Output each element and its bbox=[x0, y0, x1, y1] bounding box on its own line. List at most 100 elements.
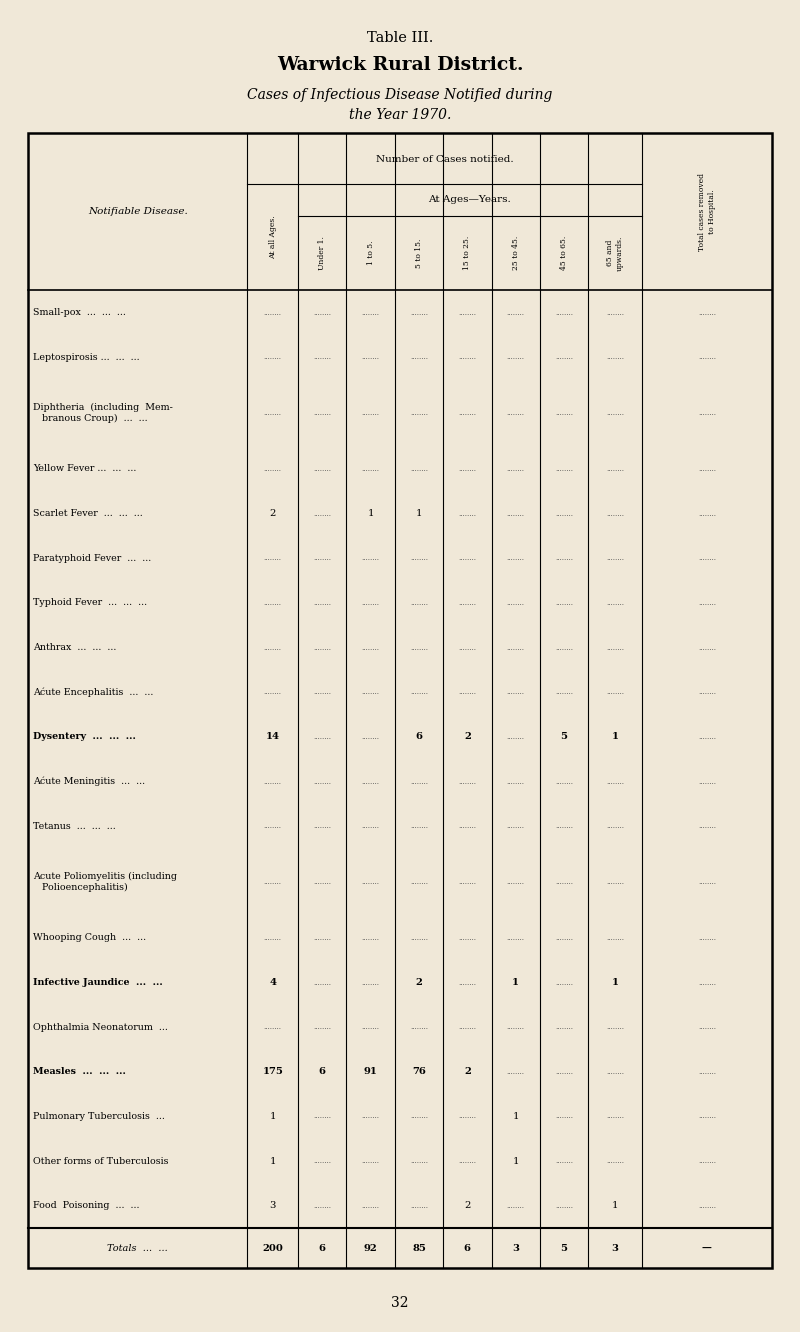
Text: ........: ........ bbox=[458, 1023, 476, 1031]
Text: ........: ........ bbox=[555, 1201, 573, 1209]
Text: ........: ........ bbox=[698, 599, 716, 607]
Text: ........: ........ bbox=[362, 934, 380, 942]
Text: ........: ........ bbox=[606, 1068, 624, 1076]
Text: ........: ........ bbox=[698, 878, 716, 886]
Text: ........: ........ bbox=[555, 1023, 573, 1031]
Text: ........: ........ bbox=[506, 778, 525, 786]
Text: ........: ........ bbox=[410, 353, 428, 361]
Text: Warwick Rural District.: Warwick Rural District. bbox=[277, 56, 523, 75]
Text: 1 to 5.: 1 to 5. bbox=[366, 241, 374, 265]
Text: ........: ........ bbox=[555, 643, 573, 651]
Text: 15 to 25.: 15 to 25. bbox=[463, 236, 471, 270]
Text: ........: ........ bbox=[506, 1068, 525, 1076]
Text: ........: ........ bbox=[362, 733, 380, 741]
Text: ........: ........ bbox=[606, 409, 624, 417]
Text: ........: ........ bbox=[264, 465, 282, 473]
Text: ........: ........ bbox=[264, 1023, 282, 1031]
Text: ........: ........ bbox=[698, 309, 716, 317]
Text: ........: ........ bbox=[506, 465, 525, 473]
Text: ........: ........ bbox=[362, 878, 380, 886]
Text: ........: ........ bbox=[362, 822, 380, 830]
Text: ........: ........ bbox=[458, 934, 476, 942]
Text: Scarlet Fever  ...  ...  ...: Scarlet Fever ... ... ... bbox=[33, 509, 142, 518]
Text: ........: ........ bbox=[458, 689, 476, 697]
Text: ........: ........ bbox=[410, 554, 428, 562]
Text: Cases of Infectious Disease Notified during: Cases of Infectious Disease Notified dur… bbox=[247, 88, 553, 103]
Text: ........: ........ bbox=[555, 1112, 573, 1120]
Text: ........: ........ bbox=[410, 822, 428, 830]
Text: 1: 1 bbox=[611, 733, 618, 742]
Text: ........: ........ bbox=[698, 465, 716, 473]
Text: Leptospirosis ...  ...  ...: Leptospirosis ... ... ... bbox=[33, 353, 139, 362]
Text: ........: ........ bbox=[606, 510, 624, 518]
Text: ........: ........ bbox=[458, 465, 476, 473]
Text: ........: ........ bbox=[555, 778, 573, 786]
Text: ........: ........ bbox=[606, 309, 624, 317]
Text: ........: ........ bbox=[458, 822, 476, 830]
Text: ........: ........ bbox=[362, 1201, 380, 1209]
Text: the Year 1970.: the Year 1970. bbox=[349, 108, 451, 123]
Text: ........: ........ bbox=[555, 878, 573, 886]
Text: ........: ........ bbox=[555, 309, 573, 317]
Text: 1: 1 bbox=[612, 1201, 618, 1211]
Text: Dysentery  ...  ...  ...: Dysentery ... ... ... bbox=[33, 733, 136, 742]
Text: ........: ........ bbox=[362, 689, 380, 697]
Text: ........: ........ bbox=[698, 1158, 716, 1166]
Text: ........: ........ bbox=[698, 778, 716, 786]
Text: ........: ........ bbox=[555, 1158, 573, 1166]
Text: ........: ........ bbox=[606, 778, 624, 786]
Text: 6: 6 bbox=[464, 1244, 471, 1252]
Text: ........: ........ bbox=[698, 1068, 716, 1076]
Text: Totals  ...  ...: Totals ... ... bbox=[107, 1244, 168, 1252]
Text: ........: ........ bbox=[264, 643, 282, 651]
Text: 32: 32 bbox=[391, 1296, 409, 1309]
Text: Small-pox  ...  ...  ...: Small-pox ... ... ... bbox=[33, 308, 126, 317]
Text: ........: ........ bbox=[314, 1201, 331, 1209]
Text: 76: 76 bbox=[412, 1067, 426, 1076]
Text: Infective Jaundice  ...  ...: Infective Jaundice ... ... bbox=[33, 978, 162, 987]
Text: ........: ........ bbox=[506, 878, 525, 886]
Text: ........: ........ bbox=[314, 309, 331, 317]
Text: ........: ........ bbox=[410, 934, 428, 942]
Text: ........: ........ bbox=[362, 554, 380, 562]
Text: Diphtheria  (including  Mem-
   branous Croup)  ...  ...: Diphtheria (including Mem- branous Croup… bbox=[33, 404, 173, 424]
Text: ........: ........ bbox=[698, 979, 716, 987]
Text: ........: ........ bbox=[506, 309, 525, 317]
Text: ........: ........ bbox=[314, 554, 331, 562]
Text: ........: ........ bbox=[264, 554, 282, 562]
Text: ........: ........ bbox=[698, 353, 716, 361]
Text: ........: ........ bbox=[362, 1023, 380, 1031]
Text: ........: ........ bbox=[264, 409, 282, 417]
Text: ........: ........ bbox=[555, 1068, 573, 1076]
Text: 1: 1 bbox=[270, 1156, 276, 1166]
Text: Typhoid Fever  ...  ...  ...: Typhoid Fever ... ... ... bbox=[33, 598, 147, 607]
Text: Pulmonary Tuberculosis  ...: Pulmonary Tuberculosis ... bbox=[33, 1112, 165, 1122]
Text: Paratyphoid Fever  ...  ...: Paratyphoid Fever ... ... bbox=[33, 554, 151, 563]
Text: ........: ........ bbox=[506, 409, 525, 417]
Text: ........: ........ bbox=[410, 1023, 428, 1031]
Text: ........: ........ bbox=[506, 934, 525, 942]
Text: ........: ........ bbox=[458, 1112, 476, 1120]
Text: 200: 200 bbox=[262, 1244, 283, 1252]
Text: ........: ........ bbox=[606, 1158, 624, 1166]
Text: ........: ........ bbox=[555, 465, 573, 473]
Text: ........: ........ bbox=[362, 599, 380, 607]
Text: ........: ........ bbox=[458, 510, 476, 518]
Text: 92: 92 bbox=[364, 1244, 378, 1252]
Text: ........: ........ bbox=[458, 1158, 476, 1166]
Text: 45 to 65.: 45 to 65. bbox=[560, 236, 568, 270]
Text: 1: 1 bbox=[270, 1112, 276, 1122]
Text: 4: 4 bbox=[270, 978, 276, 987]
Text: 2: 2 bbox=[415, 978, 422, 987]
Text: 6: 6 bbox=[318, 1244, 326, 1252]
Text: ........: ........ bbox=[458, 409, 476, 417]
Text: ........: ........ bbox=[264, 689, 282, 697]
Text: 5: 5 bbox=[561, 733, 567, 742]
Text: 5 to 15.: 5 to 15. bbox=[415, 238, 423, 268]
Text: 2: 2 bbox=[464, 733, 470, 742]
Text: At all Ages.: At all Ages. bbox=[269, 216, 277, 258]
Text: ........: ........ bbox=[362, 309, 380, 317]
Text: Measles  ...  ...  ...: Measles ... ... ... bbox=[33, 1067, 126, 1076]
Text: ........: ........ bbox=[506, 599, 525, 607]
Text: ........: ........ bbox=[606, 599, 624, 607]
